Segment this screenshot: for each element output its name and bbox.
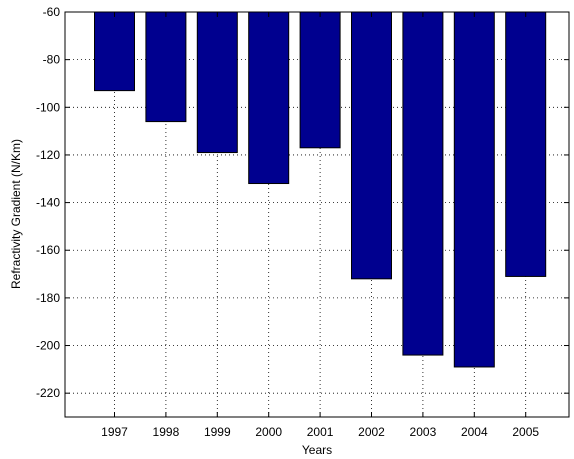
y-tick-label: -60	[43, 5, 61, 19]
x-axis-label: Years	[302, 443, 332, 457]
x-tick-label: 2000	[255, 425, 282, 439]
y-tick-label: -160	[36, 243, 60, 257]
y-tick-label: -120	[36, 148, 60, 162]
bars	[94, 11, 547, 368]
bar	[299, 11, 341, 149]
x-tick-label: 2003	[410, 425, 437, 439]
bar	[505, 11, 547, 277]
y-axis-label: Refractivity Gradient (N/Km)	[9, 139, 23, 289]
x-tick-label: 1997	[101, 425, 128, 439]
bar	[145, 11, 187, 123]
bar	[453, 11, 495, 368]
y-tick-labels: -60 -80 -100 -120 -140 -160 -180 -200 -220	[36, 5, 60, 400]
x-tick-label: 1998	[153, 425, 180, 439]
bar	[248, 11, 290, 185]
y-tick-label: -200	[36, 339, 60, 353]
y-tick-label: -100	[36, 100, 60, 114]
plot-frame	[64, 11, 570, 418]
y-tick-label: -140	[36, 196, 60, 210]
x-tick-label: 2001	[307, 425, 334, 439]
tick-marks	[65, 11, 569, 417]
y-tick-label: -220	[36, 386, 60, 400]
y-tick-label: -180	[36, 291, 60, 305]
x-tick-label: 1999	[204, 425, 231, 439]
bar	[402, 11, 444, 356]
y-tick-label: -80	[43, 53, 61, 67]
x-tick-label: 2005	[512, 425, 539, 439]
x-tick-label: 2004	[461, 425, 488, 439]
x-tick-label: 2002	[358, 425, 385, 439]
bar	[196, 11, 238, 154]
bar	[351, 11, 392, 280]
bar	[94, 11, 135, 92]
x-tick-labels: 1997 1998 1999 2000 2001 2002 2003 2004 2005	[101, 425, 539, 439]
